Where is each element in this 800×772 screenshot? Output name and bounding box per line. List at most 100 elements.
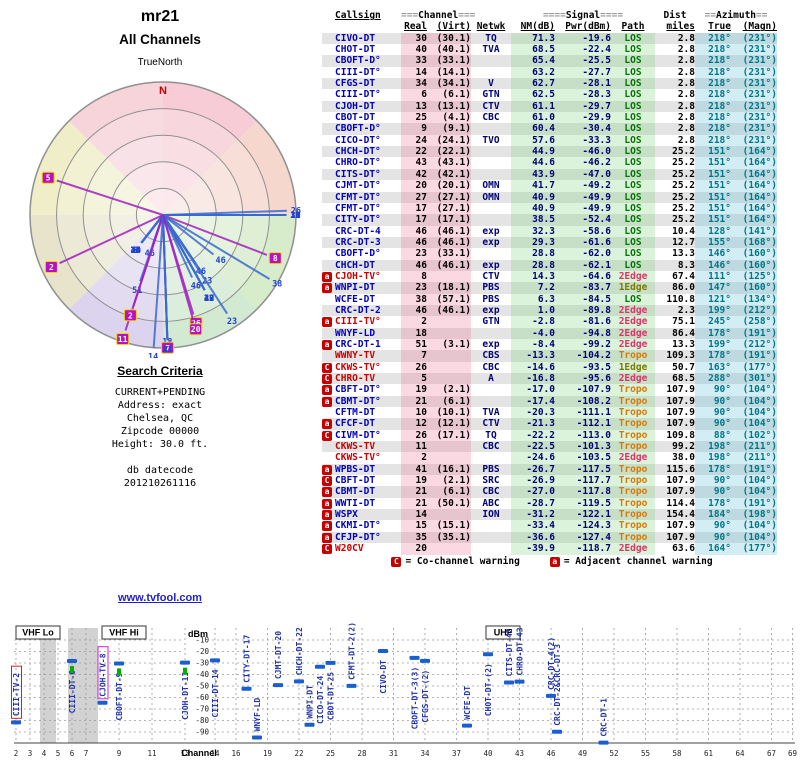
pwr-dbm-cell: -28.1 xyxy=(555,78,611,90)
real-channel-cell: 26 xyxy=(401,361,427,373)
co-channel-warning-icon: C xyxy=(322,362,332,373)
svg-text:2: 2 xyxy=(49,263,54,272)
nm-db-cell: -13.3 xyxy=(511,350,555,362)
real-channel-cell: 23 xyxy=(401,282,427,294)
svg-text:40: 40 xyxy=(131,246,141,256)
path-cell: LOS xyxy=(611,32,655,45)
nm-db-cell: -33.4 xyxy=(511,520,555,532)
distance-cell: 25.2 xyxy=(672,214,695,226)
svg-text:17: 17 xyxy=(204,294,214,304)
svg-text:7: 7 xyxy=(84,749,89,758)
nm-db-cell: 61.1 xyxy=(511,100,555,113)
callsign-cell: CBOFT-D° xyxy=(335,55,381,67)
table-row: CRC-DT-4 46 (46.1) exp 32.3 -58.6 LOS 10.4 128°(… xyxy=(322,225,777,237)
path-cell: Tropo xyxy=(611,384,655,396)
real-channel-cell: 51 xyxy=(401,338,427,351)
tvfool-link[interactable]: www.tvfool.com xyxy=(118,592,202,604)
true-azimuth-cell: 146° xyxy=(695,259,731,271)
path-cell: LOS xyxy=(611,78,655,90)
svg-text:67: 67 xyxy=(767,749,776,758)
svg-text:33: 33 xyxy=(131,246,141,256)
nm-db-cell: -4.0 xyxy=(511,327,555,339)
co-channel-warning-icon: C xyxy=(322,476,332,487)
distance-cell: 154.4 xyxy=(666,509,695,521)
true-azimuth-cell: 218° xyxy=(695,100,731,113)
pwr-dbm-cell: -49.9 xyxy=(555,191,611,203)
virtual-channel-cell: (15.1) xyxy=(427,520,471,532)
real-channel-cell: 5 xyxy=(401,373,427,385)
distance-cell: 110.8 xyxy=(666,293,695,305)
station-label: CBOT-DT-25 xyxy=(327,672,336,720)
true-azimuth-cell: 151° xyxy=(695,202,731,215)
path-cell: LOS xyxy=(611,134,655,147)
path-cell: LOS xyxy=(611,191,655,203)
path-cell: Tropo xyxy=(611,407,655,419)
station-label: CFGS-DT-(2) xyxy=(421,670,430,723)
real-channel-cell: 20 xyxy=(401,180,427,192)
table-header-row-2: Real (Virt) Netwk NM(dB) Pwr(dBm) Path m… xyxy=(322,21,777,32)
true-azimuth-cell: 151° xyxy=(695,168,731,181)
virtual-channel-cell: (4.1) xyxy=(427,112,471,124)
warn-cell xyxy=(322,169,334,180)
station-label: CFMT-DT-2(2) xyxy=(348,622,357,680)
magnetic-azimuth-cell: (102°) xyxy=(731,429,777,442)
magnetic-azimuth-cell: (134°) xyxy=(731,293,777,305)
station-label: CITS-DT-42 xyxy=(505,628,514,676)
magnetic-azimuth-cell: (301°) xyxy=(731,373,777,385)
nm-db-cell: 7.2 xyxy=(511,282,555,294)
callsign-cell: CHCH-DT xyxy=(335,259,376,271)
warn-cell xyxy=(322,180,334,191)
band-label: VHF Lo xyxy=(22,628,54,638)
warn-cell: a xyxy=(322,509,334,521)
adjacent-channel-warning-icon: a xyxy=(322,271,332,282)
distance-cell: 13.3 xyxy=(672,248,695,260)
virtual-channel-cell: (6.1) xyxy=(427,89,471,101)
callsign-cell: CBOT-DT xyxy=(335,112,376,124)
header-path: Path xyxy=(621,21,645,33)
path-cell: LOS xyxy=(611,168,655,181)
station-label: CIII-TV-2 xyxy=(12,673,21,717)
station-label: CICO-DT-24 xyxy=(316,676,325,724)
station-table-body: CIVO-DT 30 (30.1) TQ 71.3 -19.6 LOS 2.8 218° (231… xyxy=(322,32,777,555)
network-cell: PBS xyxy=(482,293,500,305)
svg-text:30: 30 xyxy=(131,246,141,256)
nm-db-cell: 62.7 xyxy=(511,78,555,90)
magnetic-azimuth-cell: (231°) xyxy=(731,78,777,90)
co-channel-legend: C = Co-channel warning xyxy=(391,556,520,567)
path-cell: LOS xyxy=(611,236,655,249)
criteria-line: db datecode xyxy=(126,465,194,476)
callsign-cell: CKWS-TV° xyxy=(335,452,381,464)
svg-text:23: 23 xyxy=(227,317,237,327)
network-cell xyxy=(471,203,511,214)
svg-text:38: 38 xyxy=(272,280,282,290)
magnetic-azimuth-cell: (104°) xyxy=(731,418,777,430)
path-cell: Tropo xyxy=(611,463,655,476)
svg-text:52: 52 xyxy=(609,749,618,758)
station-label: CRC-DT-1 xyxy=(600,698,609,737)
magnetic-azimuth-cell: (212°) xyxy=(731,338,777,351)
path-cell: LOS xyxy=(611,100,655,113)
distance-cell: 107.9 xyxy=(666,531,695,543)
distance-cell: 2.8 xyxy=(677,44,695,56)
distance-cell: 2.8 xyxy=(677,78,695,90)
true-azimuth-cell: 121° xyxy=(695,293,731,305)
network-cell: ABC xyxy=(482,497,500,509)
callsign-cell: CFCF-DT xyxy=(335,418,376,430)
table-row: C CBFT-DT 19 (2.1) SRC -26.9 -117.7 Tropo 107.9 9… xyxy=(322,475,777,487)
svg-text:-60: -60 xyxy=(195,693,209,702)
callsign-cell: WNYF-LD xyxy=(335,327,376,339)
warn-cell xyxy=(322,407,334,418)
callsign-cell: CITY-DT° xyxy=(335,214,381,226)
adjacent-channel-warning-icon: a xyxy=(322,464,332,475)
svg-text:9: 9 xyxy=(133,246,138,256)
real-channel-cell: 30 xyxy=(401,32,427,45)
svg-text:-80: -80 xyxy=(195,716,209,725)
table-row: CITS-DT° 42 (42.1) 43.9 -47.0 LOS 25.2 151° (164… xyxy=(322,168,777,181)
virtual-channel-cell: (27.1) xyxy=(427,202,471,215)
real-channel-cell: 22 xyxy=(401,146,427,158)
true-azimuth-cell: 90° xyxy=(695,520,731,532)
magnetic-azimuth-cell: (191°) xyxy=(731,350,777,362)
table-row: CBOFT-D° 9 (9.1) 60.4 -30.4 LOS 2.8 218° (231°) xyxy=(322,123,777,135)
virtual-channel-cell xyxy=(427,441,471,453)
warn-cell xyxy=(322,33,334,44)
